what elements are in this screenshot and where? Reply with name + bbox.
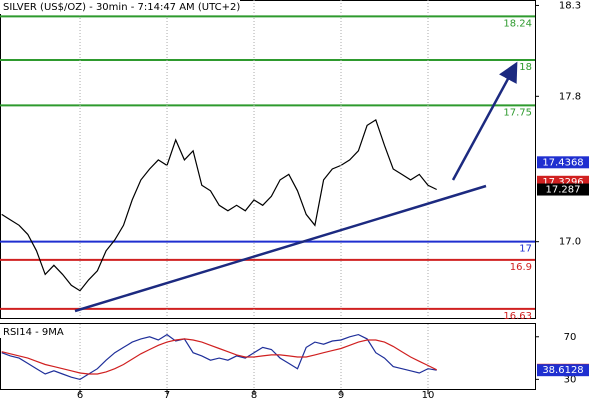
y-tick-label: 17.0	[559, 237, 581, 248]
y-tick-label: 18.3	[559, 0, 581, 11]
price-marker-label: 17.287	[546, 185, 581, 196]
title-bg	[0, 0, 240, 14]
series-line	[1, 338, 437, 375]
series-line	[1, 333, 437, 381]
y-tick-label: 17.8	[559, 91, 581, 102]
y-tick-label: 30	[564, 374, 577, 385]
x-tick-label: 7	[164, 390, 170, 400]
y-tick-label: 70	[564, 332, 577, 343]
support-trendline	[74, 184, 487, 313]
price-marker-label: 17.3296	[542, 177, 583, 188]
x-tick-label: 10	[422, 390, 435, 400]
chart-title: SILVER (US$/OZ) - 30min - 7:14:47 AM (UT…	[3, 2, 240, 13]
price-marker-label: 38.6128	[542, 365, 583, 376]
x-tick-label: 8	[251, 390, 257, 400]
price-frame	[0, 0, 536, 319]
price-marker	[537, 156, 589, 169]
projection-arrow	[451, 61, 518, 181]
level-label: 18.24	[503, 18, 532, 29]
x-tick-label: 9	[338, 390, 344, 400]
rsi-title: RSI14 - 9MA	[3, 327, 64, 338]
level-label: 17.75	[503, 107, 532, 118]
level-label: 18	[519, 62, 532, 73]
rsi-frame	[0, 323, 536, 390]
level-label: 17	[519, 244, 532, 255]
x-tick-label: 6	[77, 390, 83, 400]
price-marker	[537, 183, 589, 196]
series-line	[1, 118, 437, 292]
price-marker	[537, 364, 589, 377]
rsi-title-bg	[0, 324, 72, 338]
price-marker-label: 17.4368	[542, 157, 583, 168]
level-label: 16.9	[510, 262, 532, 273]
level-label: 16.63	[503, 311, 532, 322]
